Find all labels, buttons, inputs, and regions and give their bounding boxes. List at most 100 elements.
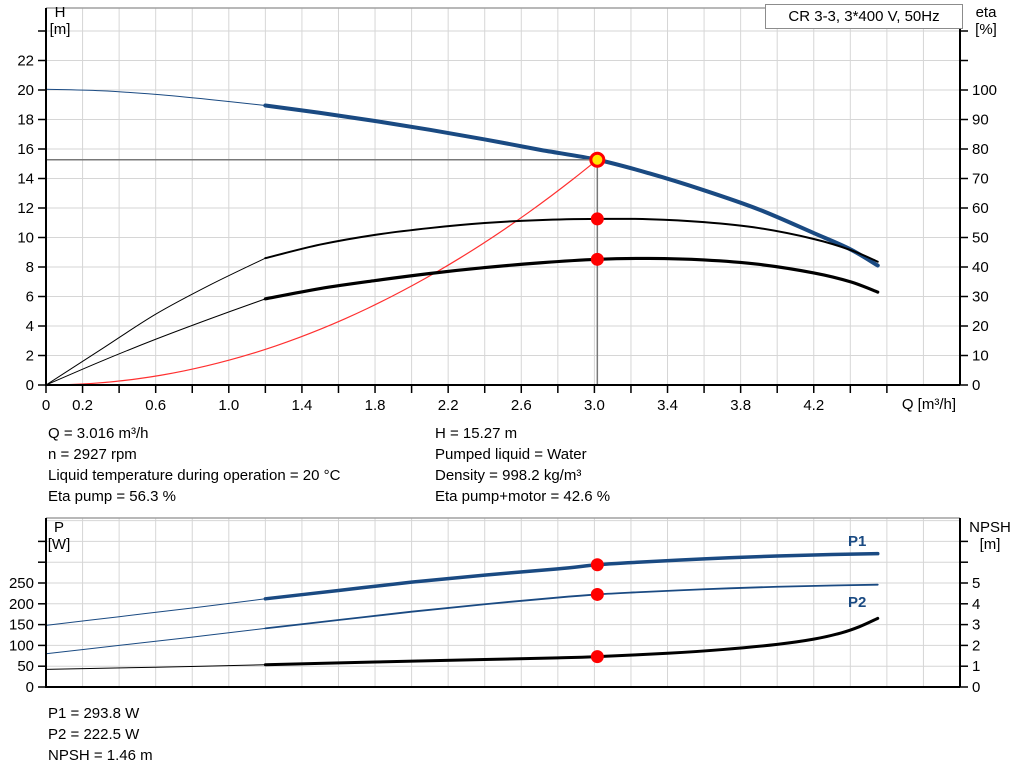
left-tick-label: 4 bbox=[26, 318, 34, 335]
right-tick-label: 0 bbox=[972, 679, 980, 696]
right-tick-label: 20 bbox=[972, 318, 989, 335]
info-line: Pumped liquid = Water bbox=[435, 446, 587, 463]
info-line: P1 = 293.8 W bbox=[48, 705, 140, 722]
npsh-curve-thick bbox=[263, 616, 880, 667]
x-tick-label: 0.2 bbox=[72, 397, 93, 414]
right-tick-label: 5 bbox=[972, 575, 980, 592]
p1-curve-thick bbox=[263, 551, 880, 601]
eta-pump-motor-curve bbox=[45, 256, 880, 386]
bottom-left-axis-title: P [W] bbox=[37, 519, 81, 553]
x-tick-label: 2.6 bbox=[511, 397, 532, 414]
p1-curve-thin bbox=[45, 598, 266, 626]
bottom-right-axis-title: NPSH [m] bbox=[962, 519, 1018, 553]
left-tick-label: 0 bbox=[26, 377, 34, 394]
info-line: Liquid temperature during operation = 20… bbox=[48, 467, 341, 484]
eta-pump-motor-curve-thin bbox=[45, 298, 266, 386]
right-tick-label: 80 bbox=[972, 141, 989, 158]
axis-title-line: NPSH bbox=[969, 519, 1011, 536]
right-tick-label: 90 bbox=[972, 112, 989, 129]
info-line: H = 15.27 m bbox=[435, 425, 518, 442]
left-tick-label: 20 bbox=[17, 82, 34, 99]
x-tick-label: 3.8 bbox=[730, 397, 751, 414]
left-tick-label: 2 bbox=[26, 348, 34, 365]
qh-curve bbox=[45, 88, 880, 268]
axes bbox=[45, 518, 961, 688]
p1-curve bbox=[45, 551, 880, 626]
axis-title-line: [m] bbox=[979, 536, 1001, 553]
right-tick-label: 4 bbox=[972, 596, 980, 613]
qh-curve-thick bbox=[263, 103, 880, 268]
system-curve bbox=[45, 159, 598, 386]
left-tick-label: 250 bbox=[9, 575, 34, 592]
axis-title-line: [m] bbox=[49, 21, 71, 38]
x-tick-label: 1.4 bbox=[291, 397, 312, 414]
duty-marker-dot bbox=[590, 650, 604, 664]
x-tick-label: 1.8 bbox=[365, 397, 386, 414]
top-left-axis-title: H [m] bbox=[38, 4, 82, 38]
pump-type-box: CR 3-3, 3*400 V, 50Hz bbox=[765, 4, 963, 29]
right-tick-label: 70 bbox=[972, 171, 989, 188]
p2-curve-label: P2 bbox=[848, 594, 867, 611]
info-line: Eta pump = 56.3 % bbox=[48, 488, 176, 505]
right-tick-label: 2 bbox=[972, 637, 980, 654]
axis-title-line: eta bbox=[975, 4, 997, 21]
left-tick-label: 12 bbox=[17, 200, 34, 217]
right-tick-label: 100 bbox=[972, 82, 997, 99]
top-right-axis-title: eta [%] bbox=[960, 4, 1012, 38]
duty-marker-dot bbox=[590, 558, 604, 572]
operating-data-left: Q = 3.016 m³/h n = 2927 rpm Liquid tempera… bbox=[48, 423, 340, 507]
left-tick-label: 14 bbox=[17, 171, 34, 188]
p2-curve-thin bbox=[45, 627, 266, 655]
info-line: Eta pump+motor = 42.6 % bbox=[435, 488, 611, 505]
axis-title-line: P bbox=[53, 519, 64, 536]
x-tick-label: 0.6 bbox=[145, 397, 166, 414]
x-tick-label: 1.0 bbox=[218, 397, 239, 414]
axes bbox=[45, 8, 961, 386]
right-tick-label: 50 bbox=[972, 230, 989, 247]
left-tick-label: 50 bbox=[17, 658, 34, 675]
operating-point-marker[interactable] bbox=[589, 151, 606, 168]
x-axis-title: Q [m³/h] bbox=[901, 396, 956, 413]
info-line: n = 2927 rpm bbox=[48, 446, 137, 463]
eta-pump-curve-thin bbox=[45, 257, 266, 386]
right-tick-label: 0 bbox=[972, 377, 980, 394]
operating-data-right: H = 15.27 m Pumped liquid = Water Density … bbox=[435, 423, 610, 507]
x-tick-label: 2.2 bbox=[438, 397, 459, 414]
power-npsh-chart: 0 50 100 150 200 250 0 1 2 3 4 5 bbox=[9, 517, 980, 696]
npsh-curve-thin bbox=[45, 664, 266, 670]
x-tick-label: 3.0 bbox=[584, 397, 605, 414]
x-tick-label: 4.2 bbox=[803, 397, 824, 414]
npsh-curve bbox=[45, 616, 880, 670]
left-tick-label: 22 bbox=[17, 53, 34, 70]
x-tick-label: 0 bbox=[42, 397, 50, 414]
right-tick-label: 30 bbox=[972, 289, 989, 306]
x-tick-label: 3.4 bbox=[657, 397, 678, 414]
qh-eta-chart: 0 2 4 6 8 10 12 14 16 18 20 22 0 10 20 30 40 50 60 70 80 90 10… bbox=[17, 7, 997, 414]
duty-marker-dot bbox=[590, 212, 604, 226]
duty-marker-dot bbox=[590, 587, 604, 601]
eta-pump-motor-curve-thick bbox=[263, 256, 880, 301]
left-tick-label: 18 bbox=[17, 112, 34, 129]
left-tick-label: 16 bbox=[17, 141, 34, 158]
left-tick-label: 200 bbox=[9, 596, 34, 613]
left-tick-label: 8 bbox=[26, 259, 34, 276]
left-tick-label: 10 bbox=[17, 230, 34, 247]
right-tick-label: 3 bbox=[972, 617, 980, 634]
p1-curve-label: P1 bbox=[848, 533, 867, 550]
axis-title-line: [%] bbox=[975, 21, 997, 38]
tick-labels: 0 50 100 150 200 250 0 1 2 3 4 5 bbox=[9, 540, 980, 696]
p2-curve bbox=[45, 583, 879, 655]
left-tick-label: 6 bbox=[26, 289, 34, 306]
right-tick-label: 40 bbox=[972, 259, 989, 276]
right-tick-label: 10 bbox=[972, 348, 989, 365]
right-tick-label: 1 bbox=[972, 658, 980, 675]
tick-labels: 0 2 4 6 8 10 12 14 16 18 20 22 0 10 20 30 40 50 60 70 80 90 10… bbox=[17, 30, 997, 414]
info-line: NPSH = 1.46 m bbox=[48, 747, 153, 764]
left-tick-label: 100 bbox=[9, 637, 34, 654]
info-line: Q = 3.016 m³/h bbox=[48, 425, 149, 442]
left-tick-label: 150 bbox=[9, 617, 34, 634]
info-line: P2 = 222.5 W bbox=[48, 726, 140, 743]
info-line: Density = 998.2 kg/m³ bbox=[435, 467, 582, 484]
